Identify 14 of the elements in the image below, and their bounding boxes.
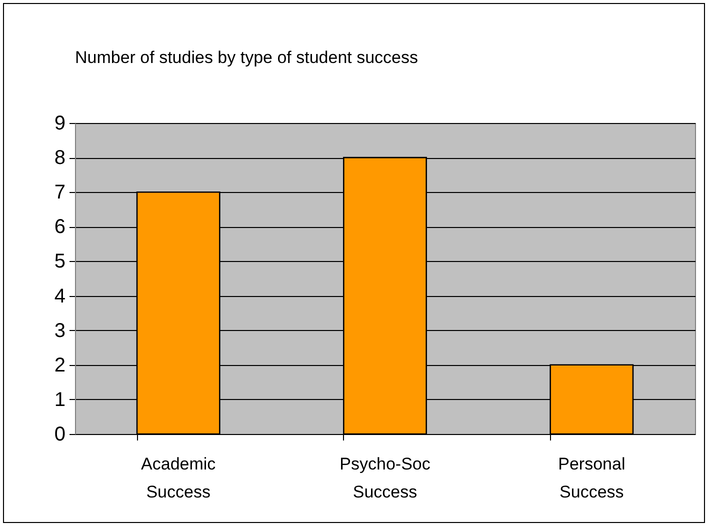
- y-tick-label: 4: [54, 285, 66, 308]
- x-tick-label: Academic Success: [141, 454, 216, 502]
- y-tick-label: 3: [54, 320, 66, 342]
- chart-title: Number of studies by type of student success: [75, 48, 418, 67]
- y-tick-label: 7: [54, 182, 66, 204]
- y-tick-label: 0: [54, 424, 66, 446]
- y-tick-label: 2: [54, 354, 66, 376]
- y-tick-label: 9: [54, 112, 66, 134]
- y-tick-label: 6: [54, 216, 66, 238]
- y-tick-label: 5: [54, 250, 66, 273]
- y-tick-label: 8: [54, 147, 66, 170]
- x-tick-label: Personal Success: [558, 454, 626, 502]
- y-tick-label: 1: [54, 388, 66, 411]
- x-tick-label: Psycho-Soc Success: [340, 454, 431, 502]
